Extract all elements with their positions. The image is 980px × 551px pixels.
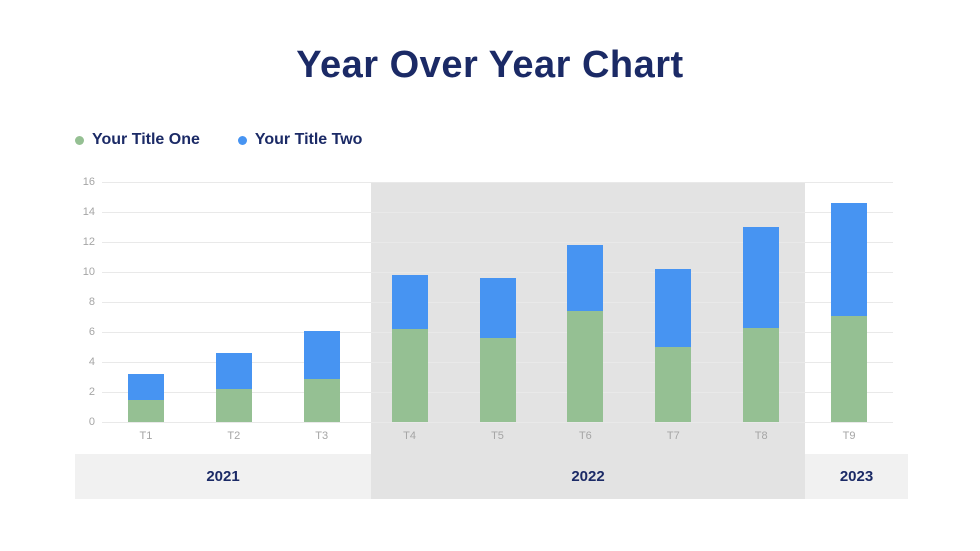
year-label: 2022 [571,468,605,485]
x-tick-label: T5 [491,430,504,442]
year-label: 2021 [206,468,240,485]
legend-label: Your Title One [92,131,200,148]
gridline [102,242,893,243]
y-tick-label: 4 [88,356,95,368]
bar-segment-blue-T6 [567,245,604,311]
bar-segment-blue-T8 [743,227,780,328]
y-tick-label: 14 [82,206,95,218]
x-tick-label: T3 [315,430,329,442]
y-tick-label: 10 [82,266,95,278]
x-tick-label: T6 [578,430,592,442]
chart-title: Year Over Year Chart [296,44,684,86]
bar-segment-blue-T4 [391,275,428,329]
bar-segment-green-T4 [391,329,428,422]
legend-item-title-two: Your Title Two [237,131,363,149]
bar-segment-blue-T9 [831,203,868,316]
gridline [102,182,893,183]
bar-segment-green-T5 [479,338,516,422]
y-tick-label: 8 [88,296,95,308]
legend-green-dot-icon [75,135,84,145]
bar-segment-green-T2 [215,389,252,422]
bar-segment-blue-T5 [479,278,516,338]
bar-segment-blue-T1 [127,374,164,400]
bar-segment-blue-T7 [655,269,692,347]
bar-segment-green-T3 [303,378,340,422]
gridline [102,272,893,273]
bar-segment-green-T9 [831,315,868,422]
legend: Your Title One Your Title Two [75,131,362,149]
legend-label: Your Title Two [254,131,363,148]
x-tick-label: T8 [754,430,768,442]
gridline [102,212,893,213]
gridline [102,422,893,423]
bar-segment-blue-T3 [303,330,340,379]
x-tick-label: T1 [139,430,153,442]
year-band-2023: 2023 [805,454,908,499]
bar-segment-green-T7 [655,347,692,422]
bar-segment-green-T8 [743,327,780,422]
x-tick-label: T7 [666,430,680,442]
y-tick-label: 6 [88,326,95,338]
year-band-2021: 2021 [75,454,371,499]
bar-segment-green-T6 [567,311,604,422]
x-tick-label: T9 [842,430,856,442]
x-tick-label: T2 [227,430,241,442]
y-tick-label: 12 [82,236,95,248]
year-label: 2023 [839,468,874,485]
legend-blue-dot-icon [237,135,247,145]
x-tick-label: T4 [403,430,417,442]
y-tick-label: 0 [88,416,95,428]
y-tick-label: 16 [82,176,95,188]
legend-item-title-one: Your Title One [75,131,200,149]
y-tick-label: 2 [88,386,95,398]
year-band-2022-label: 2022 [371,454,805,499]
bar-segment-green-T1 [127,399,164,422]
bar-segment-blue-T2 [215,353,252,389]
